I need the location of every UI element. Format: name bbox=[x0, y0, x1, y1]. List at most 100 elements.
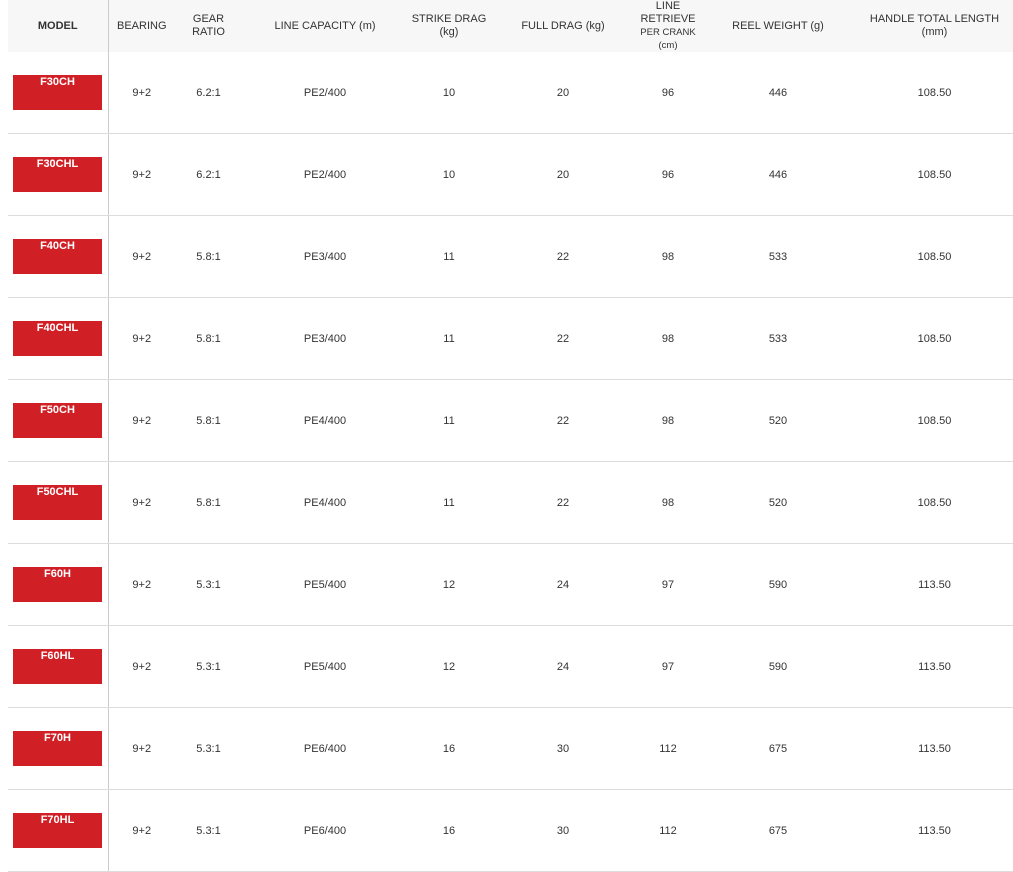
cell-reel-weight: 533 bbox=[700, 297, 856, 380]
cell-full-drag: 22 bbox=[490, 297, 636, 380]
cell-line-retrieve: 98 bbox=[636, 461, 700, 544]
cell-reel-weight: 675 bbox=[700, 707, 856, 790]
table-row: F50CHL 9+2 5.8:1 PE4/400 11 22 98 520 108.50 bbox=[8, 461, 1013, 544]
cell-line-retrieve: 98 bbox=[636, 379, 700, 462]
cell-line-retrieve: 96 bbox=[636, 52, 700, 134]
cell-reel-weight: 590 bbox=[700, 625, 856, 708]
header-line-retrieve-title: LINE RETRIEVE bbox=[640, 0, 696, 25]
cell-bearing: 9+2 bbox=[108, 215, 175, 298]
cell-gear-ratio: 5.8:1 bbox=[175, 379, 242, 462]
cell-gear-ratio: 6.2:1 bbox=[175, 52, 242, 134]
cell-line-capacity: PE2/400 bbox=[242, 52, 408, 134]
cell-line-capacity: PE4/400 bbox=[242, 461, 408, 544]
model-button[interactable]: F50CHL bbox=[13, 485, 102, 520]
cell-model: F40CH bbox=[8, 215, 109, 298]
cell-bearing: 9+2 bbox=[108, 379, 175, 462]
cell-full-drag: 24 bbox=[490, 543, 636, 626]
cell-line-capacity: PE5/400 bbox=[242, 543, 408, 626]
cell-strike-drag: 16 bbox=[408, 789, 490, 872]
cell-model: F70H bbox=[8, 707, 109, 790]
model-button[interactable]: F50CH bbox=[13, 403, 102, 438]
cell-gear-ratio: 5.3:1 bbox=[175, 789, 242, 872]
header-line-capacity: LINE CAPACITY (m) bbox=[242, 0, 408, 52]
table-row: F40CHL 9+2 5.8:1 PE3/400 11 22 98 533 108.50 bbox=[8, 297, 1013, 380]
cell-strike-drag: 12 bbox=[408, 625, 490, 708]
cell-handle-length: 108.50 bbox=[856, 52, 1013, 134]
cell-line-capacity: PE3/400 bbox=[242, 297, 408, 380]
cell-full-drag: 24 bbox=[490, 625, 636, 708]
header-reel-weight: REEL WEIGHT (g) bbox=[700, 0, 856, 52]
cell-reel-weight: 520 bbox=[700, 379, 856, 462]
header-line-retrieve: LINE RETRIEVE PER CRANK (cm) bbox=[636, 0, 700, 52]
model-button[interactable]: F70H bbox=[13, 731, 102, 766]
header-bearing: BEARING bbox=[108, 0, 175, 52]
cell-handle-length: 113.50 bbox=[856, 543, 1013, 626]
header-row: MODEL BEARING GEAR RATIO LINE CAPACITY (… bbox=[8, 0, 1013, 52]
table-row: F30CH 9+2 6.2:1 PE2/400 10 20 96 446 108.50 bbox=[8, 52, 1013, 134]
cell-reel-weight: 590 bbox=[700, 543, 856, 626]
table-row: F70HL 9+2 5.3:1 PE6/400 16 30 112 675 113.50 bbox=[8, 789, 1013, 872]
cell-full-drag: 22 bbox=[490, 461, 636, 544]
table-row: F50CH 9+2 5.8:1 PE4/400 11 22 98 520 108.50 bbox=[8, 379, 1013, 462]
cell-full-drag: 22 bbox=[490, 215, 636, 298]
cell-strike-drag: 11 bbox=[408, 461, 490, 544]
header-line-retrieve-sub: PER CRANK (cm) bbox=[640, 27, 696, 51]
cell-handle-length: 113.50 bbox=[856, 789, 1013, 872]
cell-model: F60H bbox=[8, 543, 109, 626]
cell-bearing: 9+2 bbox=[108, 543, 175, 626]
model-button[interactable]: F60HL bbox=[13, 649, 102, 684]
cell-bearing: 9+2 bbox=[108, 52, 175, 134]
cell-reel-weight: 446 bbox=[700, 133, 856, 216]
cell-bearing: 9+2 bbox=[108, 625, 175, 708]
cell-handle-length: 108.50 bbox=[856, 379, 1013, 462]
cell-bearing: 9+2 bbox=[108, 297, 175, 380]
cell-bearing: 9+2 bbox=[108, 461, 175, 544]
cell-bearing: 9+2 bbox=[108, 707, 175, 790]
cell-full-drag: 20 bbox=[490, 133, 636, 216]
model-button[interactable]: F70HL bbox=[13, 813, 102, 848]
cell-line-retrieve: 98 bbox=[636, 297, 700, 380]
model-button[interactable]: F40CHL bbox=[13, 321, 102, 356]
cell-handle-length: 108.50 bbox=[856, 297, 1013, 380]
cell-handle-length: 108.50 bbox=[856, 133, 1013, 216]
table-row: F70H 9+2 5.3:1 PE6/400 16 30 112 675 113.50 bbox=[8, 707, 1013, 790]
cell-gear-ratio: 5.3:1 bbox=[175, 707, 242, 790]
cell-gear-ratio: 5.3:1 bbox=[175, 543, 242, 626]
header-strike-drag: STRIKE DRAG (kg) bbox=[408, 0, 490, 52]
header-gear-ratio: GEAR RATIO bbox=[175, 0, 242, 52]
cell-handle-length: 113.50 bbox=[856, 707, 1013, 790]
cell-model: F30CH bbox=[8, 52, 109, 134]
cell-bearing: 9+2 bbox=[108, 133, 175, 216]
cell-line-capacity: PE3/400 bbox=[242, 215, 408, 298]
cell-model: F40CHL bbox=[8, 297, 109, 380]
cell-model: F50CH bbox=[8, 379, 109, 462]
cell-gear-ratio: 5.8:1 bbox=[175, 297, 242, 380]
cell-reel-weight: 446 bbox=[700, 52, 856, 134]
cell-line-capacity: PE6/400 bbox=[242, 789, 408, 872]
model-button[interactable]: F60H bbox=[13, 567, 102, 602]
cell-line-retrieve: 97 bbox=[636, 543, 700, 626]
cell-strike-drag: 10 bbox=[408, 52, 490, 134]
cell-full-drag: 20 bbox=[490, 52, 636, 134]
specs-table: MODEL BEARING GEAR RATIO LINE CAPACITY (… bbox=[8, 0, 1013, 872]
header-full-drag: FULL DRAG (kg) bbox=[490, 0, 636, 52]
model-button[interactable]: F30CHL bbox=[13, 157, 102, 192]
cell-line-retrieve: 112 bbox=[636, 789, 700, 872]
model-button[interactable]: F30CH bbox=[13, 75, 102, 110]
table-row: F30CHL 9+2 6.2:1 PE2/400 10 20 96 446 108.50 bbox=[8, 133, 1013, 216]
cell-reel-weight: 533 bbox=[700, 215, 856, 298]
cell-handle-length: 108.50 bbox=[856, 215, 1013, 298]
cell-gear-ratio: 6.2:1 bbox=[175, 133, 242, 216]
cell-full-drag: 30 bbox=[490, 707, 636, 790]
table-row: F60H 9+2 5.3:1 PE5/400 12 24 97 590 113.50 bbox=[8, 543, 1013, 626]
cell-model: F60HL bbox=[8, 625, 109, 708]
cell-reel-weight: 675 bbox=[700, 789, 856, 872]
cell-bearing: 9+2 bbox=[108, 789, 175, 872]
cell-model: F30CHL bbox=[8, 133, 109, 216]
cell-line-capacity: PE4/400 bbox=[242, 379, 408, 462]
cell-gear-ratio: 5.8:1 bbox=[175, 461, 242, 544]
cell-line-retrieve: 98 bbox=[636, 215, 700, 298]
model-button[interactable]: F40CH bbox=[13, 239, 102, 274]
cell-line-capacity: PE2/400 bbox=[242, 133, 408, 216]
cell-gear-ratio: 5.8:1 bbox=[175, 215, 242, 298]
